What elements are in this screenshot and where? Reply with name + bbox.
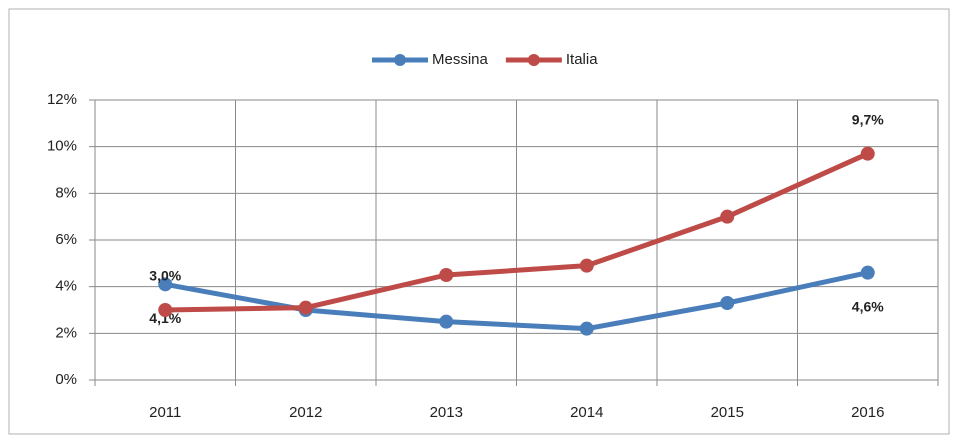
y-tick-label: 10%: [47, 138, 77, 155]
x-tick-label: 2015: [711, 404, 744, 421]
y-tick-label: 4%: [55, 278, 77, 295]
data-point: [158, 277, 173, 292]
data-point: [158, 303, 173, 317]
data-label: 4,6%: [852, 298, 884, 314]
y-tick-label: 6%: [55, 231, 77, 248]
x-tick-label: 2012: [289, 404, 322, 421]
legend-marker: [394, 54, 406, 66]
x-tick-label: 2016: [851, 404, 884, 421]
data-label: 3,0%: [149, 268, 181, 284]
data-label: 4,1%: [149, 310, 181, 326]
x-tick-label: 2011: [149, 404, 181, 421]
y-tick-label: 8%: [55, 184, 77, 201]
data-point: [579, 321, 594, 336]
legend-label: Messina: [432, 51, 489, 68]
data-point: [439, 314, 454, 329]
legend-marker: [527, 54, 540, 66]
data-point: [298, 300, 313, 315]
data-point: [860, 265, 875, 280]
chart-frame: [8, 8, 950, 435]
data-point: [720, 296, 735, 310]
x-tick-label: 2014: [570, 404, 603, 421]
series-line: [165, 151, 869, 313]
y-tick-label: 12%: [47, 91, 77, 108]
data-point: [720, 209, 735, 224]
data-point: [860, 146, 875, 161]
legend-label: Italia: [566, 51, 598, 68]
data-label: 9,7%: [852, 111, 884, 127]
y-tick-label: 2%: [55, 324, 77, 341]
data-point: [439, 268, 454, 282]
y-tick-label: 0%: [55, 371, 77, 388]
data-point: [579, 258, 594, 273]
x-tick-label: 2013: [430, 404, 463, 421]
